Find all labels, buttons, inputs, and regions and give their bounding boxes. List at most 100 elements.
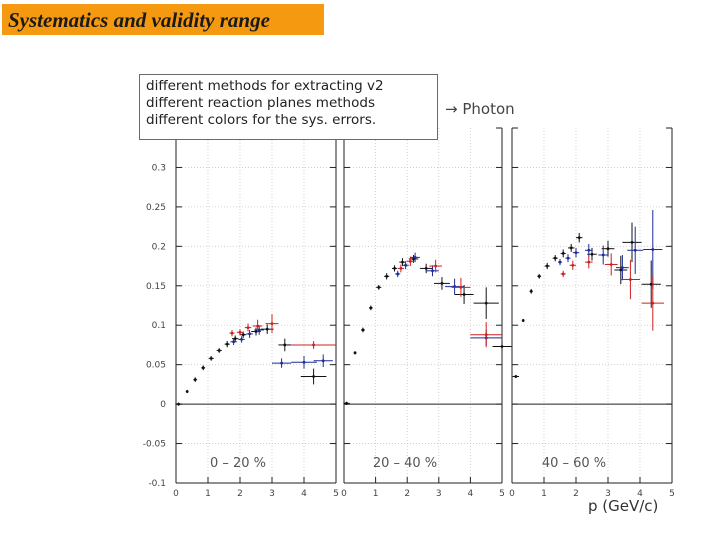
data-point	[606, 247, 610, 251]
data-point	[238, 330, 242, 334]
data-point	[254, 330, 258, 333]
data-point	[561, 272, 565, 276]
data-point	[241, 333, 245, 337]
data-point	[240, 338, 244, 341]
data-point	[393, 267, 396, 270]
data-point	[396, 272, 400, 276]
data-point	[209, 356, 213, 360]
y-tick-label: 0.05	[146, 361, 166, 371]
data-point	[377, 285, 381, 289]
data-point	[280, 361, 283, 365]
y-tick-label: 0	[160, 400, 166, 410]
data-point	[256, 324, 259, 328]
data-point	[312, 375, 315, 378]
data-point	[312, 343, 315, 347]
data-point	[321, 359, 325, 363]
data-point	[651, 248, 655, 251]
data-point	[651, 301, 655, 305]
data-point	[529, 289, 533, 293]
y-tick-label: 0.3	[152, 163, 166, 173]
data-point	[413, 255, 417, 259]
x-tick-label: 5	[499, 489, 505, 499]
data-point	[257, 328, 261, 332]
x-tick-label: 4	[468, 489, 474, 499]
data-point	[232, 340, 236, 344]
data-point	[459, 285, 463, 289]
data-point	[571, 263, 575, 267]
data-point	[649, 282, 653, 286]
data-point	[633, 248, 637, 252]
x-tick-label: 0	[509, 489, 515, 499]
y-tick-label: 0.15	[146, 282, 166, 292]
data-point	[630, 240, 634, 244]
data-point	[537, 274, 541, 278]
centrality-label: 20 – 40 %	[373, 456, 437, 471]
data-point	[217, 349, 221, 352]
data-point	[185, 390, 189, 393]
data-point	[514, 375, 518, 378]
note-line: different methods for extracting v2	[146, 78, 384, 94]
data-point	[361, 328, 365, 332]
data-point	[248, 332, 252, 336]
x-tick-label: 1	[205, 489, 211, 499]
data-point	[545, 264, 549, 268]
data-point	[431, 269, 434, 273]
data-point	[404, 263, 408, 267]
x-tick-label: 2	[404, 489, 410, 499]
note-line: different colors for the sys. errors.	[146, 112, 377, 128]
data-point	[302, 360, 306, 364]
data-point	[399, 267, 403, 270]
data-point	[577, 236, 581, 240]
data-point	[619, 268, 623, 272]
note-box: different methods for extracting v2 diff…	[139, 74, 438, 140]
data-point	[353, 351, 357, 355]
photon-label: → Photon	[445, 100, 515, 118]
data-point	[462, 293, 466, 296]
data-point	[401, 260, 404, 264]
data-point	[566, 256, 570, 260]
y-tick-label: -0.1	[148, 479, 166, 489]
data-point	[484, 333, 488, 337]
data-point	[408, 259, 412, 263]
data-point	[283, 343, 287, 347]
x-tick-label: 5	[669, 489, 675, 499]
x-tick-label: 1	[373, 489, 379, 499]
data-point	[574, 251, 578, 255]
x-tick-label: 4	[637, 489, 643, 499]
data-point	[440, 282, 444, 285]
data-point	[521, 319, 525, 322]
data-point	[553, 256, 557, 260]
x-axis-label: p (GeV/c)	[588, 497, 659, 515]
x-tick-label: 0	[173, 489, 179, 499]
data-point	[500, 345, 504, 348]
x-tick-label: 3	[436, 489, 442, 499]
x-tick-label: 2	[573, 489, 579, 499]
x-tick-label: 3	[605, 489, 611, 499]
data-point	[609, 263, 613, 266]
data-point	[233, 337, 237, 341]
centrality-label: 40 – 60 %	[542, 456, 606, 471]
y-tick-label: -0.05	[143, 440, 166, 450]
data-point	[569, 246, 573, 250]
y-tick-label: 0.1	[152, 321, 166, 331]
data-point	[246, 326, 250, 329]
x-tick-label: 0	[341, 489, 347, 499]
data-point	[561, 252, 565, 255]
x-tick-label: 5	[333, 489, 339, 499]
data-point	[484, 301, 488, 305]
data-point	[265, 327, 269, 331]
centrality-label: 0 – 20 %	[210, 456, 266, 471]
title-banner: Systematics and validity range	[2, 4, 324, 35]
data-point	[587, 260, 591, 264]
data-point	[434, 264, 438, 268]
data-point	[601, 253, 605, 257]
y-tick-label: 0.25	[146, 203, 166, 213]
data-point	[345, 401, 348, 405]
x-tick-label: 4	[301, 489, 307, 499]
data-point	[201, 366, 205, 370]
data-point	[621, 266, 624, 270]
data-point	[424, 267, 428, 270]
x-tick-label: 3	[269, 489, 275, 499]
x-tick-label: 1	[541, 489, 547, 499]
